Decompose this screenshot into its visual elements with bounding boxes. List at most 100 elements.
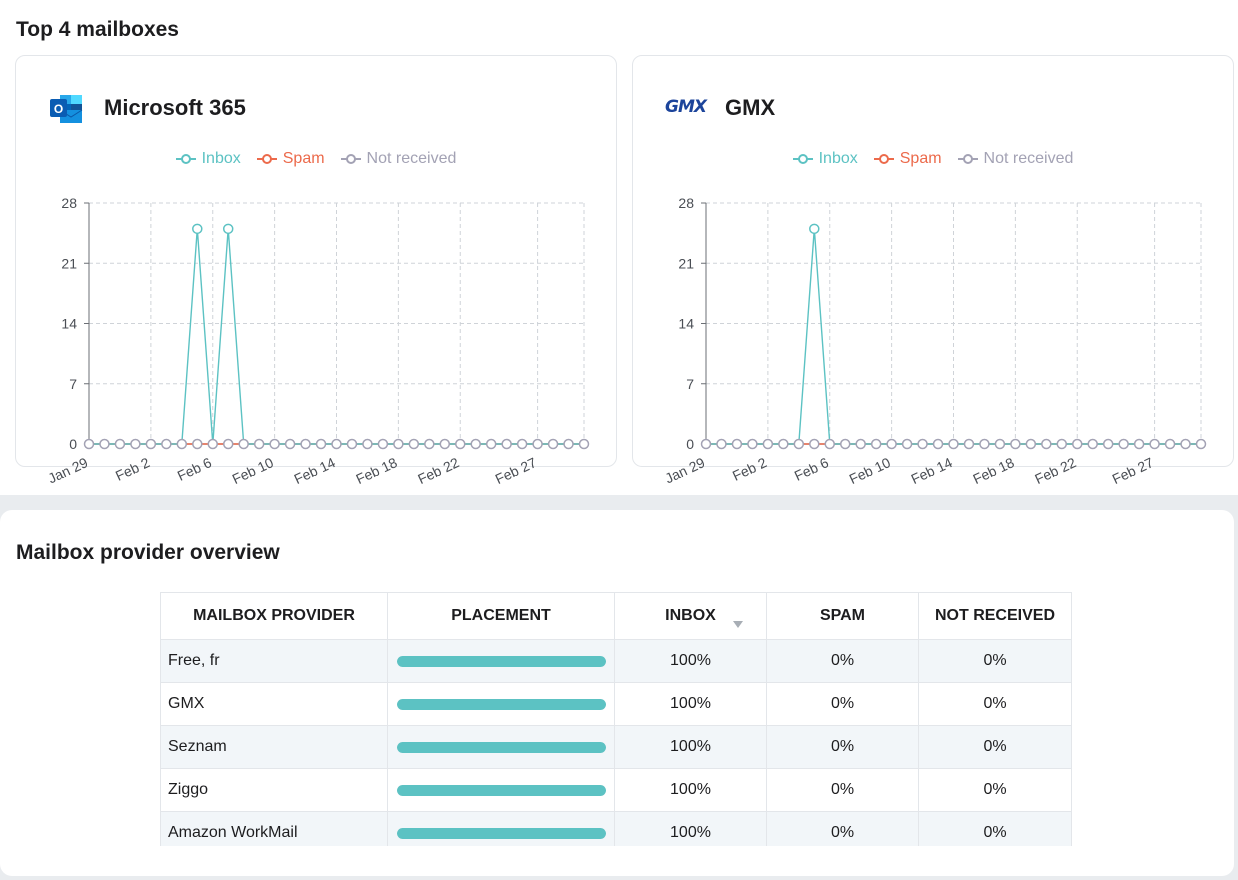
placement-cell — [387, 639, 615, 683]
data-point — [222, 223, 234, 235]
table-row[interactable]: Ziggo 100% 0% 0% — [160, 768, 1072, 812]
y-tick-label: 0 — [686, 436, 694, 452]
placement-bar-inbox-fill — [396, 655, 606, 667]
data-point — [855, 438, 866, 450]
column-header-not-received[interactable]: NOT RECEIVED — [918, 592, 1072, 640]
table-row[interactable]: Amazon WorkMail 100% 0% 0% — [160, 811, 1072, 846]
chart-legend: Inbox Spam Not received — [16, 150, 616, 168]
data-point — [1149, 438, 1160, 450]
legend-inbox-marker-icon — [175, 154, 196, 164]
column-header-spam[interactable]: SPAM — [766, 592, 919, 640]
spam-percent-cell: 0% — [766, 768, 919, 812]
x-tick-label: Feb 22 — [415, 454, 461, 487]
mailbox-card-gmx: GMX GMX Inbox Spam Not received 0 7 14 21 28… — [632, 55, 1234, 487]
data-point — [1025, 438, 1037, 450]
legend-not-received-marker-icon — [340, 154, 361, 164]
spam-percent-cell: 0% — [766, 682, 919, 726]
placement-cell — [387, 725, 615, 769]
inbox-percent-cell: 100% — [614, 811, 767, 846]
legend-item-not-received[interactable]: Not received — [957, 150, 1073, 168]
data-point — [192, 223, 203, 235]
placement-cell — [387, 682, 615, 726]
data-point — [1180, 438, 1191, 450]
legend-spam-marker-icon — [873, 154, 894, 164]
provider-name-cell: Free, fr — [160, 639, 388, 683]
column-header-mailbox-provider[interactable]: MAILBOX PROVIDER — [160, 592, 388, 640]
data-point — [439, 438, 451, 450]
x-tick-label: Jan 29 — [662, 454, 707, 486]
y-tick-label: 7 — [686, 376, 694, 392]
legend-label: Inbox — [201, 150, 241, 167]
data-point — [532, 438, 543, 450]
column-header-placement[interactable]: PLACEMENT — [387, 592, 615, 640]
data-point — [161, 438, 172, 450]
data-point — [485, 438, 497, 450]
table-scroll-area[interactable]: MAILBOX PROVIDER PLACEMENT INBOX SPAM NO… — [0, 510, 1234, 846]
placement-bar — [396, 827, 606, 839]
x-tick-label: Feb 18 — [353, 454, 399, 487]
x-tick-label: Feb 27 — [1110, 454, 1156, 487]
y-tick-label: 21 — [678, 255, 694, 271]
data-point — [269, 438, 280, 450]
data-point — [300, 438, 311, 450]
data-point — [346, 438, 358, 450]
column-header-inbox[interactable]: INBOX — [614, 592, 767, 640]
sort-down-icon[interactable] — [733, 621, 743, 628]
placement-bar-inbox-fill — [396, 698, 606, 710]
table-row[interactable]: GMX 100% 0% 0% — [160, 682, 1072, 726]
gmx-logo-icon: GMX — [665, 94, 713, 123]
card-title: Microsoft 365 — [104, 95, 246, 120]
placement-bar — [396, 741, 606, 753]
data-point — [1133, 438, 1145, 450]
data-point — [578, 438, 590, 450]
y-tick-label: 0 — [69, 436, 77, 452]
y-tick-label: 28 — [678, 195, 694, 211]
table-row[interactable]: Seznam 100% 0% 0% — [160, 725, 1072, 769]
y-tick-label: 14 — [678, 316, 694, 332]
not-received-percent-cell: 0% — [918, 768, 1072, 812]
provider-name-cell: GMX — [160, 682, 388, 726]
data-point — [994, 438, 1006, 450]
data-point — [917, 438, 928, 450]
card-title: GMX — [725, 95, 776, 120]
not-received-percent-cell: 0% — [918, 682, 1072, 726]
placement-cell — [387, 811, 615, 846]
data-point — [932, 438, 944, 450]
legend-item-inbox[interactable]: Inbox — [175, 150, 241, 168]
data-point — [1118, 438, 1129, 450]
data-point — [176, 438, 188, 450]
data-point — [1056, 438, 1068, 450]
legend-item-spam[interactable]: Spam — [873, 150, 942, 168]
data-point — [563, 438, 574, 450]
legend-spam-marker-icon — [256, 154, 277, 164]
data-point — [809, 223, 820, 235]
legend-item-spam[interactable]: Spam — [256, 150, 325, 168]
y-tick-label: 14 — [61, 316, 77, 332]
data-point — [700, 438, 712, 450]
data-point — [731, 438, 743, 450]
legend-item-not-received[interactable]: Not received — [340, 150, 456, 168]
table-row[interactable]: Free, fr 100% 0% 0% — [160, 639, 1072, 683]
data-point — [222, 438, 234, 450]
data-point — [114, 438, 126, 450]
card-header: GMX GMX — [665, 88, 775, 128]
data-point — [192, 438, 203, 450]
data-point — [1010, 438, 1021, 450]
not-received-percent-cell: 0% — [918, 725, 1072, 769]
data-point — [145, 438, 157, 450]
data-point — [1195, 438, 1207, 450]
data-point — [901, 438, 913, 450]
data-point — [747, 438, 758, 450]
outlook-logo-icon: O — [48, 90, 84, 126]
svg-text:O: O — [54, 102, 63, 116]
spam-percent-cell: 0% — [766, 639, 919, 683]
data-point — [315, 438, 327, 450]
x-tick-label: Feb 18 — [970, 454, 1016, 487]
legend-label: Spam — [282, 150, 325, 167]
inbox-percent-cell: 100% — [614, 768, 767, 812]
not-received-percent-cell: 0% — [918, 639, 1072, 683]
spam-percent-cell: 0% — [766, 725, 919, 769]
legend-item-inbox[interactable]: Inbox — [792, 150, 858, 168]
card-header: O Microsoft 365 — [48, 88, 246, 128]
placement-bar-inbox-fill — [396, 827, 606, 839]
